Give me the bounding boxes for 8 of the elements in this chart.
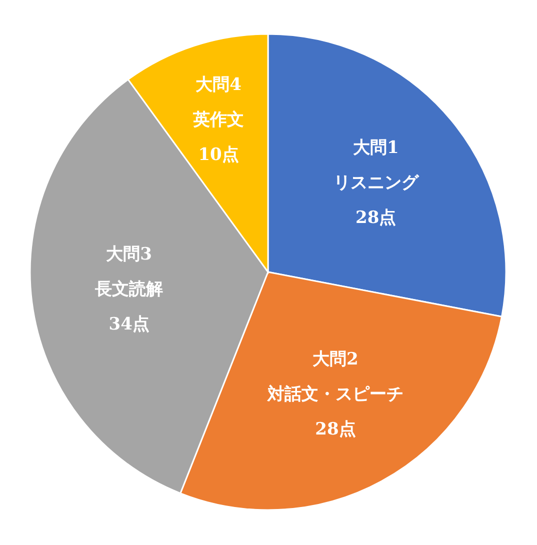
data-label: 28点	[356, 208, 396, 228]
slice-label: 大問1 リスニング	[333, 138, 420, 193]
data-label: 34点	[108, 314, 150, 335]
data-label: 10点	[198, 144, 239, 165]
slice-label: 大問3 長文読解	[94, 244, 164, 300]
slice-label: 大問4 英作文	[192, 74, 244, 130]
slice-label: 大問2 対話文・スピーチ	[266, 350, 404, 405]
data-label: 28点	[315, 420, 356, 440]
